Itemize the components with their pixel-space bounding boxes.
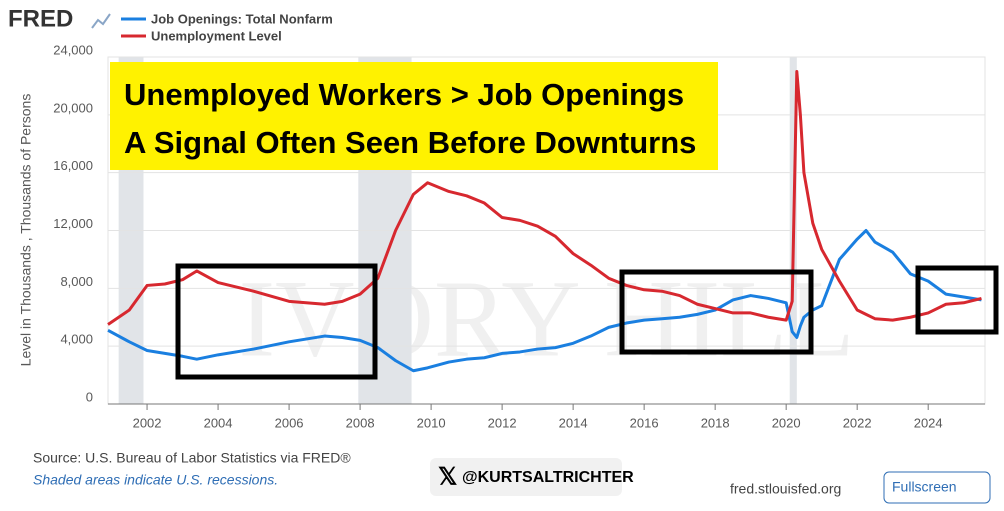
highlight-box xyxy=(175,263,378,380)
y-tick-label: 20,000 xyxy=(53,100,93,115)
y-tick-label: 0 xyxy=(86,389,93,404)
legend-label: Unemployment Level xyxy=(151,28,282,43)
button-label[interactable]: Fullscreen xyxy=(892,479,957,495)
highlight-box xyxy=(619,269,814,355)
x-icon: 𝕏 xyxy=(438,463,457,490)
x-tick-label: 2012 xyxy=(488,415,517,430)
y-tick-label: 12,000 xyxy=(53,216,93,231)
x-tick-label: 2022 xyxy=(843,415,872,430)
chart-title: A Signal Often Seen Before Downturns xyxy=(124,125,696,160)
x-tick-label: 2016 xyxy=(630,415,659,430)
y-tick-label: 4,000 xyxy=(60,332,93,347)
watermark: IVORY HILL xyxy=(238,257,854,379)
logo: FRED xyxy=(8,5,73,32)
handle: @KURTSALTRICHTER xyxy=(462,469,634,486)
logo-icon xyxy=(91,13,111,29)
y-tick-label: 16,000 xyxy=(53,158,93,173)
x-tick-label: 2010 xyxy=(417,415,446,430)
x-tick-label: 2004 xyxy=(204,415,233,430)
x-tick-label: 2020 xyxy=(772,415,801,430)
x-tick-label: 2018 xyxy=(701,415,730,430)
fullscreen-button[interactable]: Fullscreen xyxy=(883,471,991,504)
series-line xyxy=(107,229,982,373)
plot: IVORY HILL 0 4,000 8,000 12,000 16,000 20,000 2… xyxy=(53,42,999,430)
site: fred.stlouisfed.org xyxy=(730,481,841,497)
y-axis-label: Level in Thousands , Thousands of Person… xyxy=(18,94,34,367)
series-line xyxy=(107,69,982,326)
handle-badge xyxy=(430,458,622,496)
x-tick-label: 2014 xyxy=(559,415,588,430)
x-tick-label: 2008 xyxy=(346,415,375,430)
x-tick-label: 2006 xyxy=(275,415,304,430)
title-box xyxy=(110,62,718,170)
button-frame[interactable] xyxy=(883,471,991,504)
highlight-box xyxy=(915,265,999,335)
source: Source: U.S. Bureau of Labor Statistics … xyxy=(33,450,351,466)
y-tick-label: 24,000 xyxy=(53,42,93,57)
note: Shaded areas indicate U.S. recessions. xyxy=(33,472,278,488)
legend-label: Job Openings: Total Nonfarm xyxy=(151,11,333,26)
chart-title: Unemployed Workers > Job Openings xyxy=(124,77,684,112)
x-tick-label: 2024 xyxy=(914,415,943,430)
y-tick-label: 8,000 xyxy=(60,274,93,289)
x-tick-label: 2002 xyxy=(133,415,162,430)
